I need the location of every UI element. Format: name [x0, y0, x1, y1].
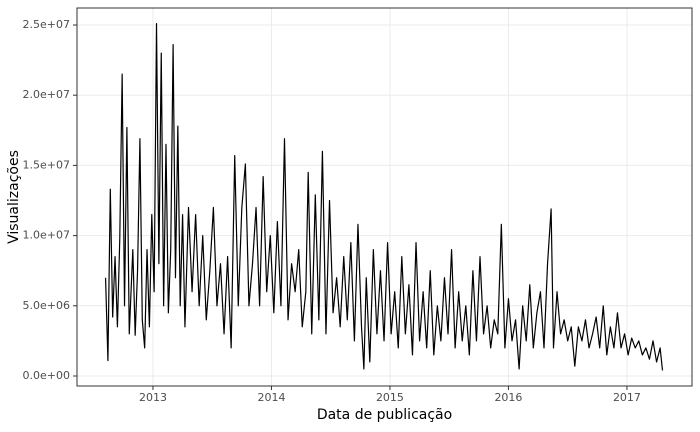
- y-tick-label: 2.0e+07: [23, 88, 70, 101]
- y-tick-label: 2.5e+07: [23, 18, 70, 31]
- x-tick-label: 2013: [139, 391, 167, 404]
- y-tick-label: 5.0e+06: [23, 299, 70, 312]
- x-tick-label: 2014: [257, 391, 285, 404]
- y-tick-label: 1.5e+07: [23, 158, 70, 171]
- x-axis-title: Data de publicação: [317, 407, 452, 423]
- y-tick-label: 1.0e+07: [23, 229, 70, 242]
- y-tick-label: 0.0e+00: [23, 369, 70, 382]
- x-tick-label: 2017: [613, 391, 641, 404]
- x-tick-label: 2015: [376, 391, 404, 404]
- x-tick-label: 2016: [494, 391, 522, 404]
- data-line: [104, 22, 664, 371]
- y-axis-title: Visualizações: [6, 150, 22, 244]
- panel-border: [76, 7, 693, 387]
